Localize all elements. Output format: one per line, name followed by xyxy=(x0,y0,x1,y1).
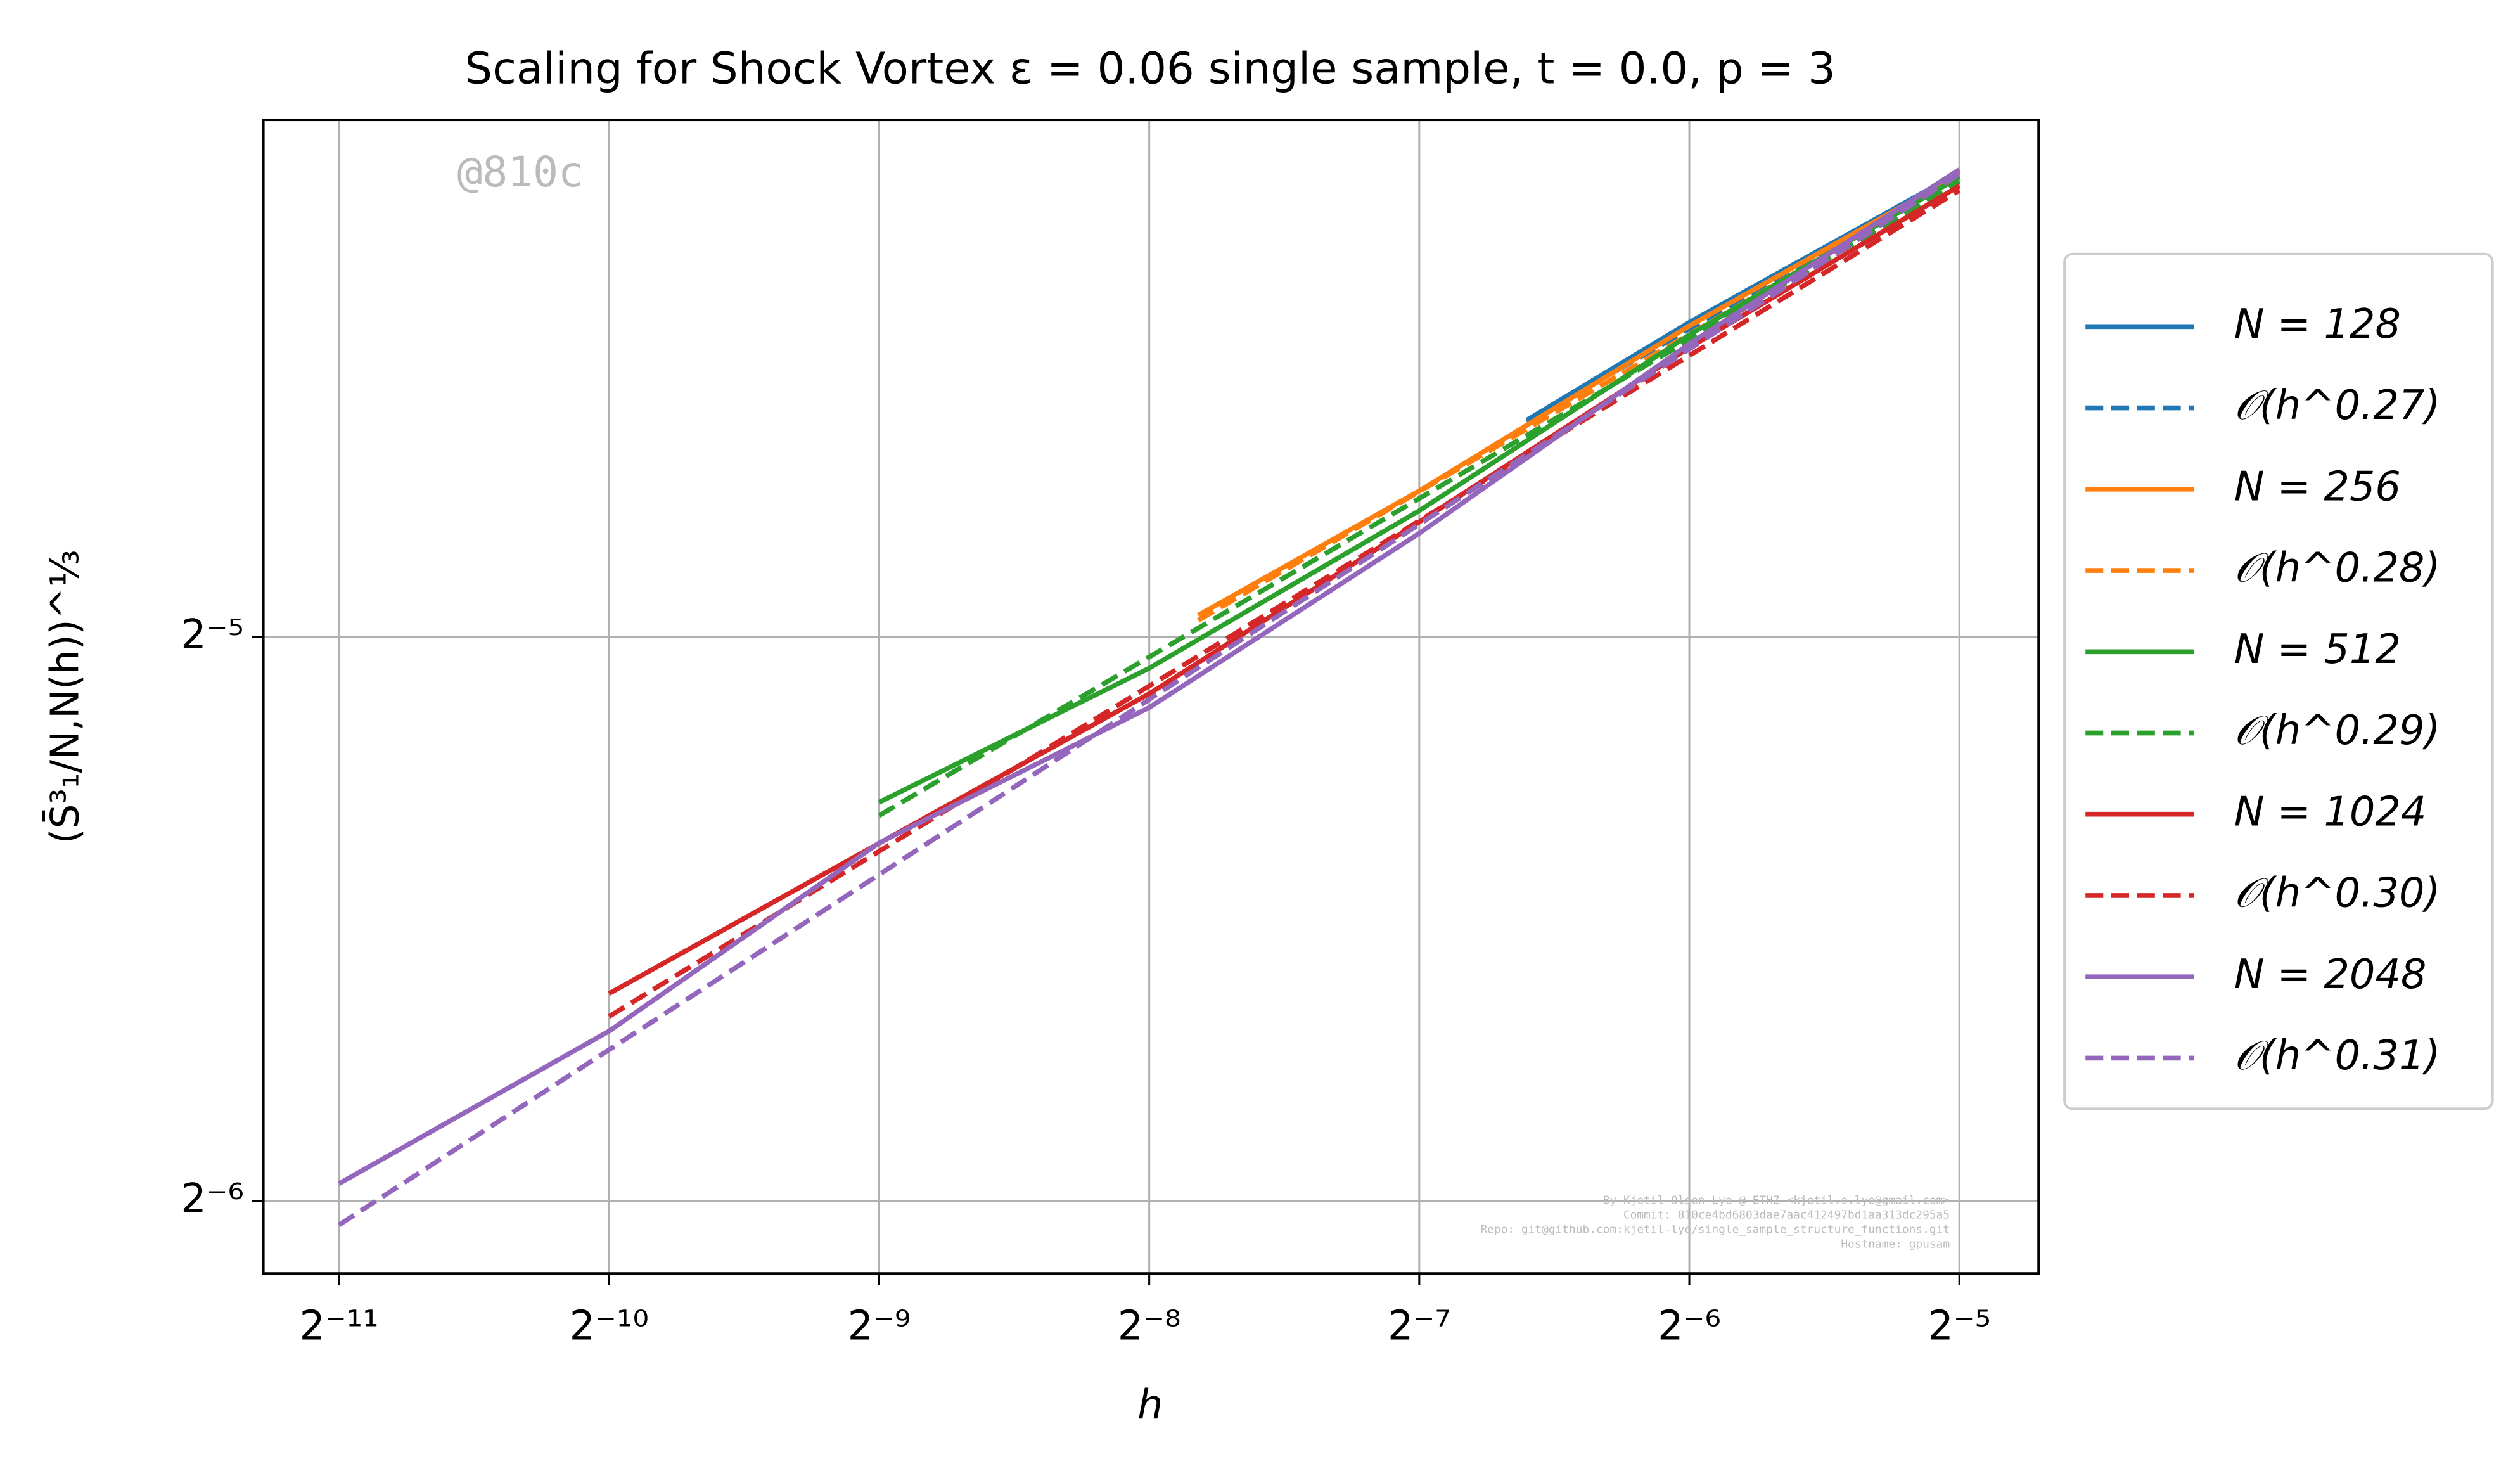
data-line xyxy=(608,188,1961,1019)
legend-label: 𝒪(h^0.31) xyxy=(2234,1032,2441,1079)
legend-label: 𝒪(h^0.27) xyxy=(2234,382,2441,429)
data-line xyxy=(1197,172,1961,618)
legend-label: 𝒪(h^0.28) xyxy=(2234,545,2441,592)
x-tick-label: 2⁻¹¹ xyxy=(299,1303,378,1350)
watermark: @810c xyxy=(457,147,583,196)
footer-note: Hostname: gpusam xyxy=(1841,1237,1950,1251)
x-tick-label: 2⁻⁹ xyxy=(848,1303,911,1350)
legend-label: N = 128 xyxy=(2234,301,2401,348)
legend-label: 𝒪(h^0.30) xyxy=(2234,870,2441,917)
legend-label: N = 1024 xyxy=(2234,788,2427,835)
x-tick-label: 2⁻¹⁰ xyxy=(570,1303,649,1350)
legend: N = 128 𝒪(h^0.27) N = 256 𝒪(h^0.28) N = 512 𝒪… xyxy=(2085,301,2440,1079)
x-tick-label: 2⁻⁸ xyxy=(1118,1303,1181,1350)
footer-note: Repo: git@github.com:kjetil-lye/single_s… xyxy=(1480,1223,1950,1236)
x-tick-label: 2⁻⁵ xyxy=(1928,1303,1991,1350)
data-line xyxy=(338,167,1961,1186)
x-tick-label: 2⁻⁷ xyxy=(1388,1303,1451,1350)
legend-label: 𝒪(h^0.29) xyxy=(2234,707,2441,754)
x-axis-label: h xyxy=(1137,1382,1163,1429)
legend-label: N = 512 xyxy=(2234,626,2401,673)
footer-note: By Kjetil Olsen Lye @ ETHZ <kjetil.o.lye… xyxy=(1603,1194,1950,1207)
x-tick-label: 2⁻⁶ xyxy=(1658,1303,1721,1350)
legend-label: N = 256 xyxy=(2234,463,2401,510)
data-line xyxy=(878,174,1961,805)
axes-frame xyxy=(262,118,2040,1275)
y-tick-label: 2⁻⁶ xyxy=(181,1176,244,1223)
footer-note: Commit: 810ce4bd6803dae7aac412497bd1aa31… xyxy=(1623,1208,1950,1221)
y-tick-label: 2⁻⁵ xyxy=(181,612,244,659)
plot-area: 2⁻¹¹ 2⁻¹⁰ 2⁻⁹ 2⁻⁸ 2⁻⁷ 2⁻⁶ 2⁻⁵ 2⁻⁶ 2⁻⁵ By Kjetil O… xyxy=(181,120,2039,1350)
legend-label: N = 2048 xyxy=(2234,951,2427,998)
y-axis-label: (S̄³₁/N,N(h))^⅓ xyxy=(42,550,88,844)
data-line xyxy=(338,172,1961,1227)
chart-title: Scaling for Shock Vortex ε = 0.06 single… xyxy=(464,44,1835,94)
